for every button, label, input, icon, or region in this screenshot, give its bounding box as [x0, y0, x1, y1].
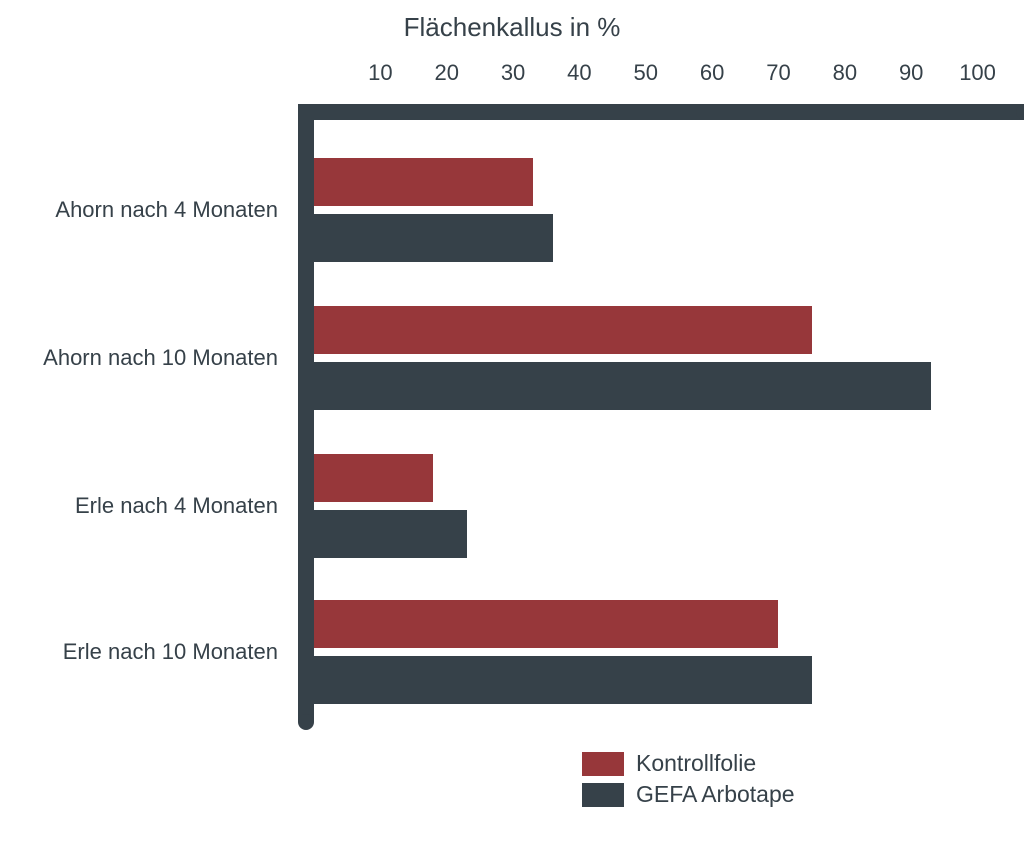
- chart-container: Flächenkallus in % 10 20 30 40 50 60 70 80 90 100…: [0, 0, 1024, 858]
- x-tick-label: 100: [959, 60, 996, 86]
- x-axis-line: [298, 104, 1024, 120]
- bar-gefa-arbotape: [314, 656, 812, 704]
- category-label: Ahorn nach 4 Monaten: [55, 197, 278, 223]
- x-tick-label: 20: [434, 60, 458, 86]
- x-tick-label: 60: [700, 60, 724, 86]
- legend-label: GEFA Arbotape: [636, 781, 795, 808]
- bar-gefa-arbotape: [314, 510, 467, 558]
- bar-kontrollfolie: [314, 306, 812, 354]
- legend-label: Kontrollfolie: [636, 750, 756, 777]
- y-axis-line: [298, 104, 314, 722]
- plot-area: [298, 104, 1024, 722]
- bar-kontrollfolie: [314, 454, 433, 502]
- category-label: Erle nach 4 Monaten: [75, 493, 278, 519]
- chart-title: Flächenkallus in %: [404, 12, 621, 43]
- bar-kontrollfolie: [314, 600, 778, 648]
- x-tick-label: 50: [634, 60, 658, 86]
- bar-gefa-arbotape: [314, 362, 931, 410]
- x-tick-label: 30: [501, 60, 525, 86]
- bar-gefa-arbotape: [314, 214, 553, 262]
- x-tick-label: 10: [368, 60, 392, 86]
- legend-item: Kontrollfolie: [582, 750, 795, 777]
- x-tick-label: 80: [833, 60, 857, 86]
- legend-swatch-icon: [582, 783, 624, 807]
- y-axis-cap-icon: [298, 714, 314, 730]
- x-tick-label: 40: [567, 60, 591, 86]
- x-tick-label: 70: [766, 60, 790, 86]
- legend: Kontrollfolie GEFA Arbotape: [582, 750, 795, 812]
- x-tick-label: 90: [899, 60, 923, 86]
- category-label: Ahorn nach 10 Monaten: [43, 345, 278, 371]
- category-label: Erle nach 10 Monaten: [63, 639, 278, 665]
- legend-item: GEFA Arbotape: [582, 781, 795, 808]
- legend-swatch-icon: [582, 752, 624, 776]
- bar-kontrollfolie: [314, 158, 533, 206]
- x-axis-ticks: 10 20 30 40 50 60 70 80 90 100: [0, 60, 1024, 90]
